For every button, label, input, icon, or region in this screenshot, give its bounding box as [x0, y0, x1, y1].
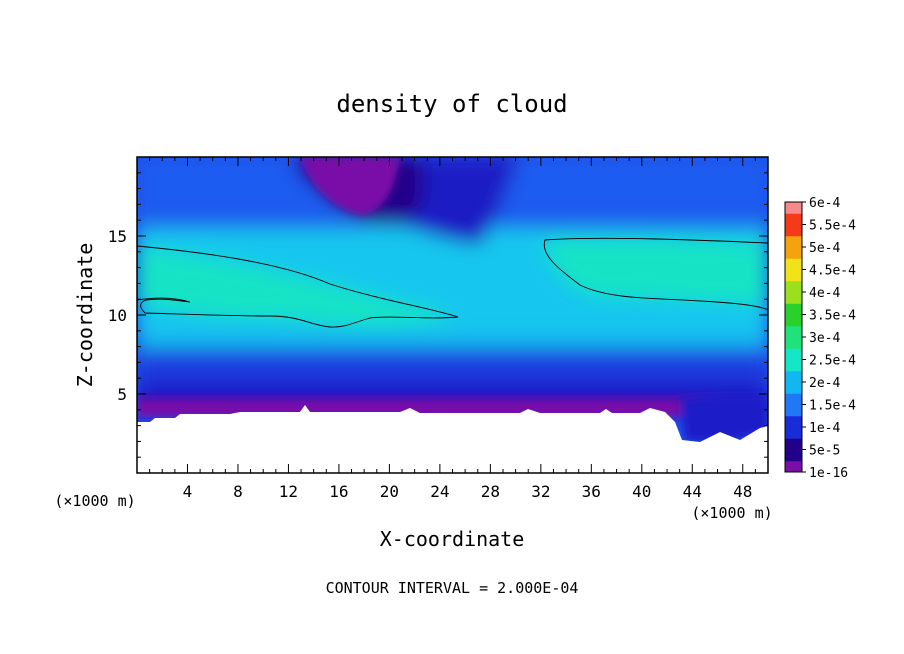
x-tick-label: 12 — [279, 482, 298, 501]
colorbar-label: 1e-16 — [809, 466, 848, 481]
x-tick-label: 32 — [531, 482, 550, 501]
y-tick-label: 5 — [117, 385, 127, 404]
colorbar-swatch — [785, 325, 802, 349]
colorbar-label: 5.5e-4 — [809, 219, 856, 234]
axis-ticks — [137, 157, 768, 473]
colorbar-swatch — [785, 460, 802, 473]
colorbar-label: 3e-4 — [809, 331, 840, 346]
x-axis-label: X-coordinate — [380, 527, 525, 551]
colorbar-label: 5e-5 — [809, 444, 840, 459]
x-tick-label: 48 — [733, 482, 752, 501]
colorbar-swatch — [785, 393, 802, 417]
colorbar-swatch — [785, 258, 802, 282]
x-tick-label: 44 — [683, 482, 702, 501]
no-data-region — [137, 405, 768, 473]
colorbar-swatch — [785, 438, 802, 462]
x-tick-label: 4 — [183, 482, 193, 501]
colorbar-swatch — [785, 235, 802, 259]
x-tick-labels: 4 8 12 16 20 24 28 32 36 40 44 48 — [183, 482, 753, 501]
x-tick-label: 8 — [233, 482, 243, 501]
colorbar-label: 6e-4 — [809, 196, 840, 211]
x-unit-label: (×1000 m) — [691, 504, 772, 522]
colorbar-label: 2.5e-4 — [809, 354, 856, 369]
x-tick-label: 40 — [632, 482, 651, 501]
colorbar-label: 3.5e-4 — [809, 309, 856, 324]
colorbar: 1e-16 5e-5 1e-4 1.5e-4 2e-4 2.5e-4 3e-4 3.5e-4 4… — [784, 196, 856, 481]
colorbar-swatch — [785, 348, 802, 372]
density-field — [137, 157, 768, 473]
x-tick-label: 36 — [582, 482, 601, 501]
colorbar-label: 4.5e-4 — [809, 264, 856, 279]
colorbar-label: 2e-4 — [809, 376, 840, 391]
colorbar-label: 1.5e-4 — [809, 399, 856, 414]
colorbar-swatch — [785, 280, 802, 304]
x-tick-label: 28 — [481, 482, 500, 501]
x-tick-label: 20 — [380, 482, 399, 501]
y-unit-label: (×1000 m) — [54, 492, 135, 510]
contour-line-right — [543, 237, 768, 311]
chart-title: density of cloud — [336, 90, 567, 118]
y-axis-label: Z-coordinate — [73, 243, 97, 388]
colorbar-label: 5e-4 — [809, 241, 840, 256]
colorbar-swatch — [785, 303, 802, 327]
y-tick-label: 15 — [108, 227, 127, 246]
contour-interval-note: CONTOUR INTERVAL = 2.000E-04 — [326, 579, 579, 597]
x-tick-label: 16 — [329, 482, 348, 501]
colorbar-swatch — [785, 370, 802, 394]
y-tick-label: 10 — [108, 306, 127, 325]
colorbar-label: 1e-4 — [809, 421, 840, 436]
colorbar-label: 4e-4 — [809, 286, 840, 301]
colorbar-swatch — [785, 202, 802, 214]
contour-line-left — [137, 245, 459, 328]
x-tick-label: 24 — [430, 482, 449, 501]
colorbar-swatch — [785, 213, 802, 237]
y-tick-labels: 5 10 15 — [108, 227, 127, 404]
colorbar-swatch — [785, 415, 802, 439]
